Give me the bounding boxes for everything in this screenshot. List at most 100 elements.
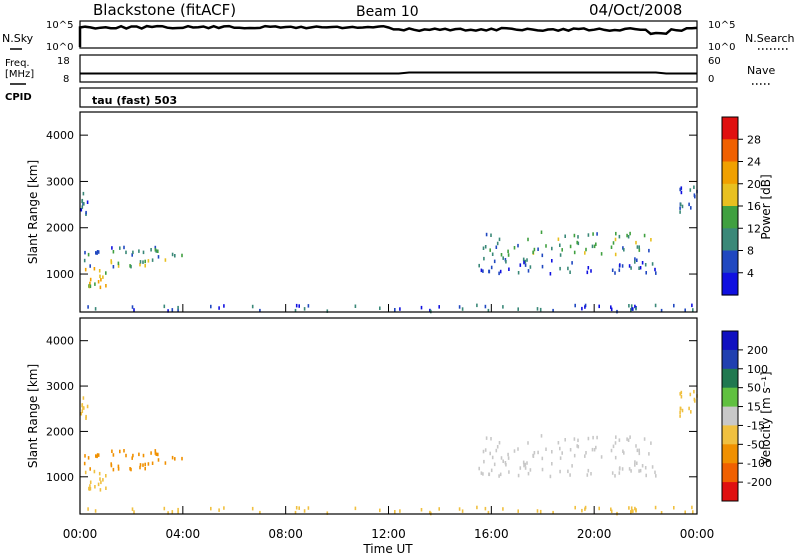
echo-cell bbox=[630, 308, 632, 312]
echo-cell bbox=[639, 468, 642, 473]
echo-cell bbox=[507, 253, 510, 257]
echo-cell bbox=[420, 305, 423, 310]
echo-cell bbox=[611, 268, 614, 272]
echo-cell bbox=[131, 507, 134, 511]
echo-cell bbox=[593, 244, 596, 249]
echo-cell bbox=[83, 258, 86, 263]
echo-cell bbox=[587, 233, 590, 237]
ytick-label: 1000 bbox=[46, 268, 74, 281]
echo-cell bbox=[577, 235, 579, 239]
echo-cell bbox=[117, 467, 120, 471]
echo-cell bbox=[688, 406, 690, 411]
echo-cell bbox=[117, 261, 120, 266]
echo-cell bbox=[498, 474, 500, 478]
echo-cell bbox=[615, 231, 617, 236]
echo-cell bbox=[89, 281, 91, 286]
colorbar-tick-label: 20 bbox=[747, 178, 761, 191]
echo-cell bbox=[326, 309, 329, 313]
echo-cell bbox=[498, 441, 501, 445]
echo-cell bbox=[586, 270, 589, 275]
echo-cell bbox=[303, 307, 306, 311]
echo-cell bbox=[88, 487, 91, 491]
echo-cell bbox=[529, 265, 532, 269]
colorbar-tick-label: 16 bbox=[747, 200, 761, 213]
echo-cell bbox=[132, 250, 134, 255]
echo-cell bbox=[508, 267, 510, 271]
echo-cell bbox=[155, 452, 158, 456]
echo-cell bbox=[569, 448, 572, 452]
power-panel-frame bbox=[79, 111, 698, 313]
colorbar-cell bbox=[722, 482, 738, 502]
echo-cell bbox=[171, 510, 174, 514]
echo-cell bbox=[164, 258, 167, 262]
echo-cell bbox=[112, 265, 115, 269]
echo-cell bbox=[626, 437, 628, 441]
echo-cell bbox=[123, 245, 125, 250]
echo-cell bbox=[294, 510, 297, 515]
echo-cell bbox=[679, 187, 681, 192]
ytick-label: 3000 bbox=[46, 380, 74, 393]
echo-cell bbox=[623, 451, 625, 455]
freq-left-label-1: Freq. bbox=[5, 58, 30, 69]
echo-cell bbox=[513, 246, 516, 250]
ytick-label: 2000 bbox=[46, 425, 74, 438]
colorbar-cell bbox=[722, 272, 738, 296]
power-colorbar-cells bbox=[722, 117, 738, 296]
echo-cell bbox=[154, 449, 157, 453]
echo-cell bbox=[139, 260, 142, 264]
echo-cell bbox=[524, 259, 527, 264]
echo-cell bbox=[596, 232, 598, 236]
echo-cell bbox=[461, 509, 464, 513]
echo-cell bbox=[83, 406, 85, 410]
echo-cell bbox=[522, 460, 525, 465]
echo-cell bbox=[587, 468, 590, 473]
echo-cell bbox=[634, 460, 636, 464]
echo-cell bbox=[533, 451, 536, 455]
colorbar-cell bbox=[722, 463, 738, 483]
echo-cell bbox=[98, 269, 101, 273]
echo-cell bbox=[619, 263, 621, 267]
echo-cell bbox=[82, 191, 85, 196]
echo-cell bbox=[490, 233, 492, 237]
echo-cell bbox=[130, 467, 132, 472]
echo-cell bbox=[679, 414, 681, 418]
echo-cell bbox=[517, 509, 519, 513]
echo-cell bbox=[87, 507, 89, 511]
echo-cell bbox=[155, 249, 158, 253]
echo-cell bbox=[684, 510, 686, 514]
echo-cell bbox=[680, 395, 683, 399]
echo-cell bbox=[635, 240, 637, 245]
echo-cell bbox=[94, 282, 96, 286]
echo-cell bbox=[654, 505, 657, 510]
echo-cell bbox=[651, 465, 654, 469]
echo-cell bbox=[638, 448, 640, 453]
echo-cell bbox=[614, 252, 617, 257]
echo-cell bbox=[654, 303, 657, 308]
echo-cell bbox=[648, 452, 650, 456]
echo-cell bbox=[96, 251, 98, 255]
echo-cell bbox=[523, 260, 525, 265]
colorbar-tick-label: 24 bbox=[747, 156, 761, 169]
echo-cell bbox=[645, 271, 647, 275]
echo-cell bbox=[564, 234, 566, 238]
echo-cell bbox=[164, 461, 167, 465]
echo-cell bbox=[167, 511, 169, 515]
echo-cell bbox=[631, 307, 633, 311]
echo-cell bbox=[129, 467, 131, 471]
echo-cell bbox=[500, 456, 503, 460]
echo-cell bbox=[638, 469, 640, 473]
ytick-label: 2000 bbox=[46, 222, 74, 235]
echo-cell bbox=[97, 280, 100, 284]
echo-cell bbox=[259, 510, 261, 515]
echo-cell bbox=[523, 463, 525, 468]
colorbar-cell bbox=[722, 228, 738, 252]
echo-cell bbox=[627, 438, 630, 442]
colorbar-cell bbox=[722, 444, 738, 464]
echo-cell bbox=[541, 456, 544, 461]
colorbar-cell bbox=[722, 349, 738, 370]
echo-cell bbox=[87, 305, 89, 309]
echo-cell bbox=[85, 210, 87, 215]
echo-cell bbox=[680, 190, 683, 195]
echo-cell bbox=[680, 390, 683, 395]
echo-cell bbox=[100, 480, 102, 485]
